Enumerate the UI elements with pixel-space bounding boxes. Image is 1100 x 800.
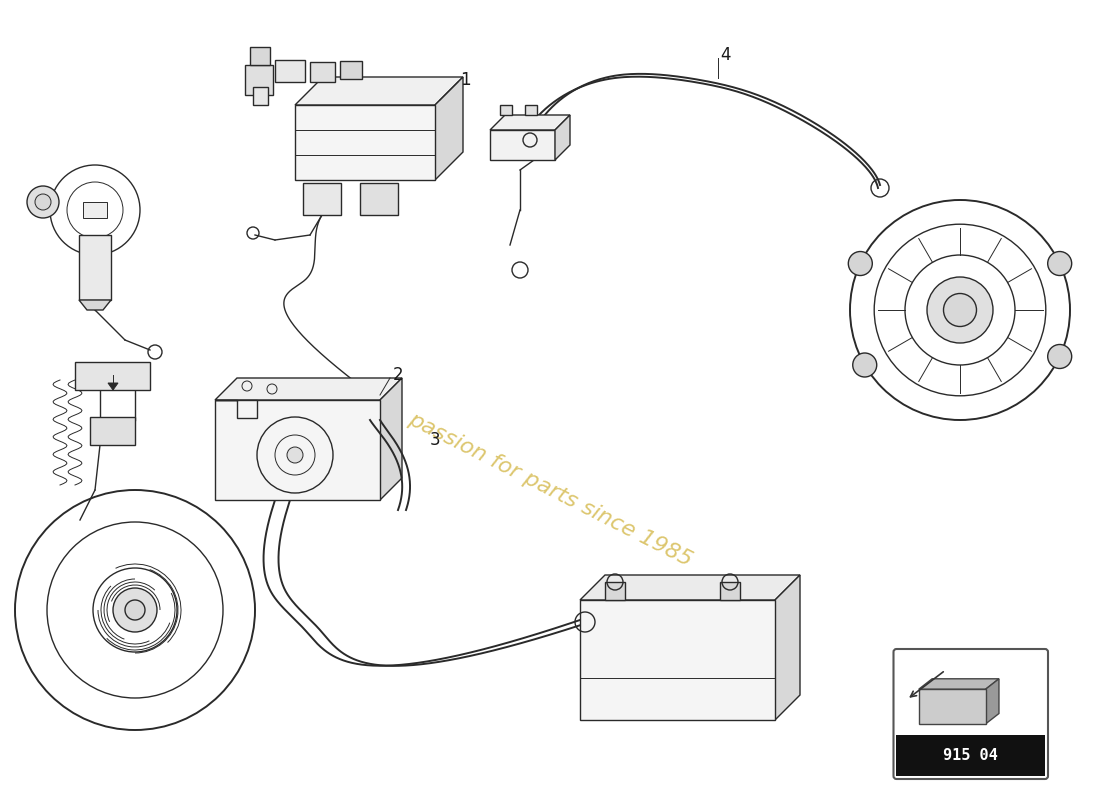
Polygon shape [79,300,111,310]
Bar [302,183,341,215]
Bar [490,130,556,160]
Polygon shape [986,678,999,724]
Bar [360,183,398,215]
Bar [580,600,776,720]
Bar [253,87,268,105]
Polygon shape [379,378,401,500]
Bar [605,582,625,600]
Polygon shape [556,115,570,160]
Text: 2: 2 [393,366,404,384]
Bar [250,47,270,65]
Circle shape [1047,251,1071,275]
Bar [82,202,107,218]
Circle shape [927,277,993,343]
Bar [214,400,380,500]
Circle shape [35,194,51,210]
Polygon shape [918,678,999,689]
Bar [75,362,150,390]
Circle shape [1047,345,1071,369]
FancyBboxPatch shape [893,649,1048,779]
Polygon shape [434,77,463,180]
Polygon shape [295,77,463,105]
Polygon shape [214,400,257,418]
Bar [720,582,740,600]
Circle shape [125,600,145,620]
Circle shape [28,186,59,218]
Text: passion for parts since 1985: passion for parts since 1985 [405,410,695,570]
Polygon shape [108,383,118,390]
Bar [295,105,434,180]
Circle shape [852,353,877,377]
Text: 1: 1 [460,71,471,89]
Bar [340,61,362,79]
Bar [500,105,512,115]
Polygon shape [490,115,570,130]
Bar [310,62,336,82]
Circle shape [113,588,157,632]
Bar [79,235,111,300]
Bar [918,689,986,724]
Text: 915 04: 915 04 [944,748,998,763]
Circle shape [287,447,303,463]
Text: 4: 4 [720,46,730,64]
Text: 3: 3 [430,431,441,449]
Bar [245,65,273,95]
Circle shape [944,294,977,326]
Bar [90,417,135,445]
Circle shape [848,251,872,275]
Polygon shape [580,575,800,600]
Bar [896,735,1045,776]
Polygon shape [776,575,800,720]
Bar [275,60,305,82]
Bar [525,105,537,115]
Polygon shape [214,378,402,400]
